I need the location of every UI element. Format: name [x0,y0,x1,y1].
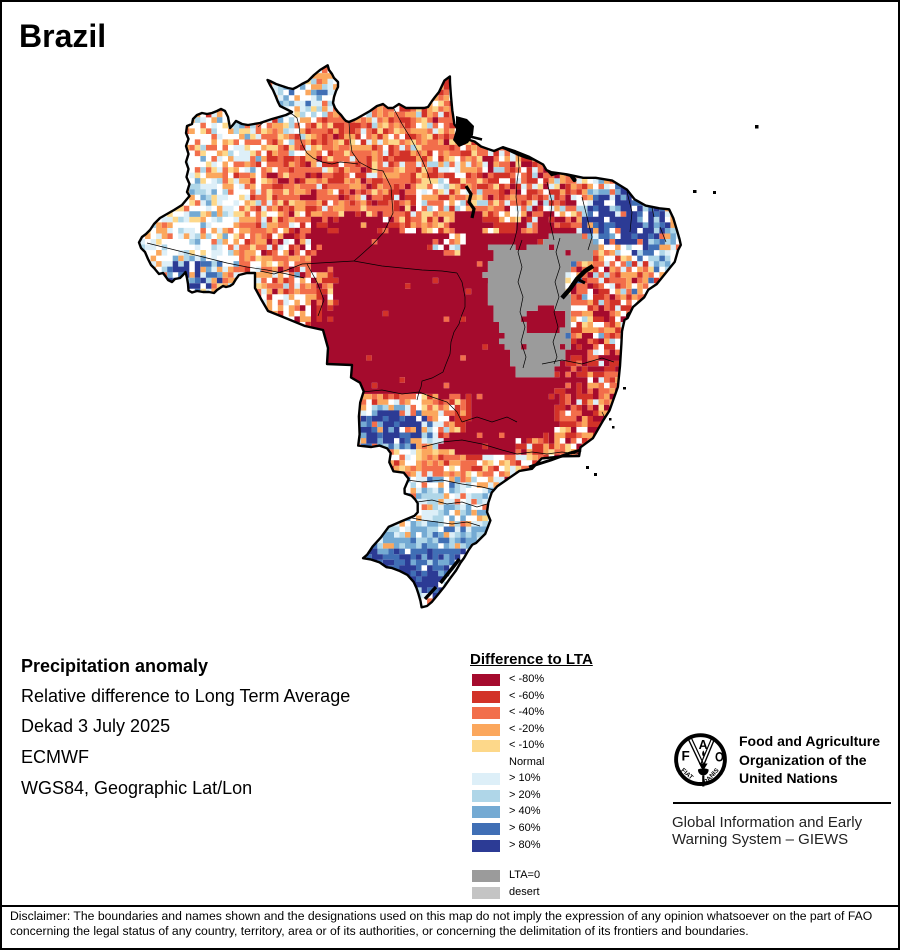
svg-text:O: O [715,750,724,765]
svg-text:A: A [699,738,708,752]
svg-text:F: F [682,749,690,764]
